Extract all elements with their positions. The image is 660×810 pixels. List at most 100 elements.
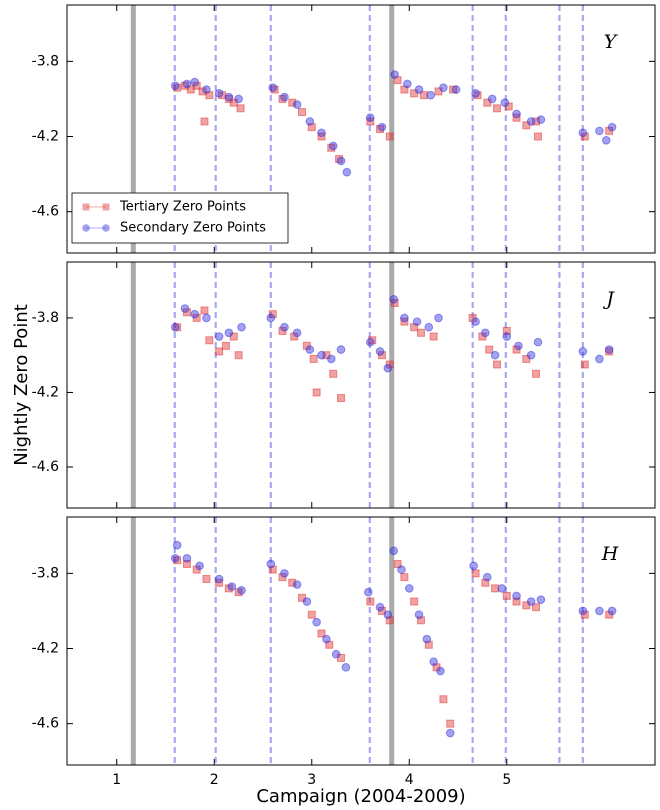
- secondary-point: [397, 565, 406, 574]
- y-tick-label: -4.2: [32, 641, 59, 657]
- secondary-point: [305, 345, 315, 354]
- tertiary-point: [532, 117, 541, 126]
- secondary-point: [280, 92, 289, 102]
- tertiary-point: [200, 306, 209, 315]
- tertiary-point: [471, 569, 480, 578]
- secondary-point: [595, 354, 604, 364]
- secondary-point: [182, 79, 192, 89]
- legend-label: Secondary Zero Points: [120, 221, 266, 236]
- tertiary-point: [491, 584, 500, 593]
- tertiary-point: [429, 332, 438, 341]
- secondary-point: [400, 313, 409, 323]
- secondary-point: [266, 559, 276, 569]
- secondary-point: [422, 634, 432, 644]
- tertiary-point: [329, 369, 338, 378]
- tertiary-point: [298, 108, 307, 117]
- secondary-point: [512, 109, 521, 119]
- secondary-point: [536, 595, 546, 604]
- secondary-point: [502, 332, 512, 341]
- secondary-point: [471, 89, 480, 98]
- secondary-point: [601, 135, 611, 145]
- secondary-point: [383, 610, 393, 619]
- tertiary-point: [327, 143, 336, 152]
- secondary-point: [526, 117, 536, 126]
- secondary-point: [578, 128, 588, 138]
- tertiary-point: [385, 132, 394, 141]
- plot-area: [130, 5, 617, 253]
- secondary-point: [312, 617, 321, 627]
- tertiary-point: [424, 640, 433, 649]
- secondary-point: [526, 597, 536, 606]
- tertiary-point: [533, 132, 542, 141]
- secondary-point: [190, 77, 200, 87]
- y-tick-label: -4.6: [32, 204, 59, 220]
- legend-marker: [82, 224, 90, 232]
- secondary-point: [305, 117, 315, 126]
- secondary-point: [389, 294, 398, 304]
- tertiary-point: [335, 155, 344, 164]
- secondary-point: [214, 89, 224, 98]
- secondary-point: [526, 350, 536, 360]
- legend-marker: [102, 224, 110, 232]
- secondary-point: [214, 332, 224, 341]
- secondary-point: [414, 610, 424, 619]
- tertiary-point: [221, 341, 230, 350]
- secondary-point: [482, 572, 492, 582]
- secondary-point: [436, 666, 445, 676]
- tertiary-point: [446, 719, 455, 728]
- tertiary-point: [317, 629, 326, 638]
- tertiary-point: [205, 336, 214, 345]
- secondary-point: [404, 584, 414, 593]
- secondary-point: [170, 554, 180, 563]
- x-tick-label: 2: [210, 772, 219, 788]
- secondary-point: [536, 115, 546, 124]
- y-tick-label: -3.8: [32, 565, 59, 581]
- secondary-point: [331, 649, 341, 659]
- x-tick-label: 3: [307, 772, 316, 788]
- secondary-point: [426, 90, 436, 100]
- secondary-point: [365, 113, 375, 123]
- secondary-point: [471, 317, 480, 326]
- tertiary-point: [481, 578, 490, 587]
- panel: -3.8 -4.2 -4.6 Y Tertiary Zero Points Seconda…: [32, 4, 656, 254]
- axes-frame: [66, 261, 656, 509]
- y-tick-label: -3.8: [32, 53, 59, 69]
- secondary-point: [375, 347, 385, 356]
- tertiary-point: [439, 695, 448, 704]
- secondary-point: [172, 540, 182, 550]
- secondary-point: [497, 584, 507, 593]
- x-tick-label: 1: [112, 772, 121, 788]
- secondary-point: [170, 81, 180, 91]
- secondary-point: [500, 98, 510, 107]
- tertiary-point: [376, 125, 385, 133]
- tertiary-point: [366, 597, 375, 606]
- x-axis-label: Campaign (2004-2009): [256, 786, 465, 807]
- tertiary-point: [532, 369, 541, 378]
- secondary-point: [341, 663, 351, 672]
- secondary-point: [487, 94, 497, 104]
- secondary-point: [292, 100, 302, 109]
- legend-label: Tertiary Zero Points: [119, 200, 246, 215]
- x-tick-label: 4: [405, 772, 414, 788]
- tertiary-point: [268, 565, 277, 574]
- secondary-point: [280, 322, 289, 332]
- secondary-point: [490, 350, 500, 360]
- secondary-point: [607, 122, 617, 132]
- y-axis-label: Nightly Zero Point: [11, 304, 32, 466]
- secondary-point: [434, 313, 443, 323]
- secondary-point: [224, 92, 234, 102]
- secondary-point: [533, 337, 543, 347]
- secondary-point: [342, 167, 352, 177]
- tertiary-point: [236, 104, 245, 113]
- secondary-point: [214, 574, 224, 584]
- secondary-point: [266, 313, 276, 323]
- secondary-point: [302, 597, 312, 606]
- secondary-point: [317, 350, 326, 360]
- secondary-point: [403, 79, 412, 89]
- tertiary-point: [215, 347, 224, 356]
- y-tick-label: -4.6: [32, 459, 59, 475]
- y-tick-label: -4.2: [32, 129, 59, 145]
- tertiary-point: [393, 559, 402, 568]
- secondary-point: [578, 347, 588, 356]
